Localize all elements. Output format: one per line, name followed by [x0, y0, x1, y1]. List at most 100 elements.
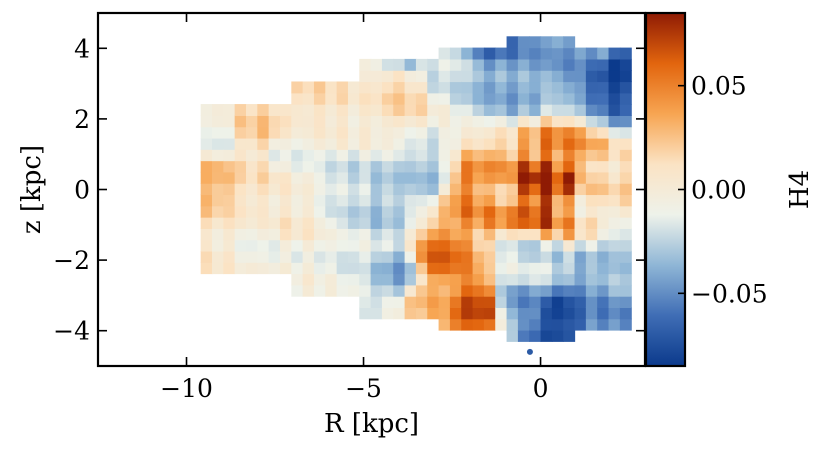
map-bin	[336, 228, 349, 241]
map-bin	[347, 217, 360, 229]
map-bin	[427, 81, 440, 94]
map-bin	[370, 70, 383, 83]
map-bin	[404, 217, 417, 229]
map-bin	[585, 205, 598, 218]
map-bin	[540, 81, 553, 94]
map-bin	[619, 318, 632, 331]
map-bin	[381, 273, 394, 286]
map-bin	[336, 92, 349, 105]
map-bin	[268, 194, 281, 207]
map-bin	[563, 239, 576, 252]
map-bin	[472, 194, 485, 207]
map-bin	[461, 273, 474, 286]
map-bin	[597, 160, 610, 173]
map-bin	[404, 239, 417, 252]
map-bin	[472, 81, 485, 94]
map-bin	[325, 239, 338, 252]
map-bin	[472, 205, 485, 218]
map-bin	[268, 217, 281, 229]
map-bin	[291, 115, 304, 128]
map-bin	[563, 171, 576, 184]
map-bin	[540, 115, 553, 128]
map-bin	[359, 149, 372, 162]
map-bin	[585, 250, 598, 263]
map-bin	[449, 137, 462, 150]
map-bin	[574, 228, 587, 241]
map-bin	[461, 217, 474, 229]
map-bin	[517, 104, 530, 116]
map-bin	[268, 228, 281, 241]
map-bin	[347, 115, 360, 128]
map-bin	[517, 58, 530, 71]
map-bin	[585, 284, 598, 297]
map-bin	[483, 70, 496, 83]
map-bin	[483, 104, 496, 116]
map-bin	[597, 171, 610, 184]
map-bin	[585, 137, 598, 150]
map-bin	[563, 262, 576, 275]
map-bin	[517, 228, 530, 241]
map-bin	[597, 149, 610, 162]
map-bin	[551, 92, 564, 105]
map-bin	[529, 137, 542, 150]
map-bin	[551, 262, 564, 275]
map-bin	[359, 171, 372, 184]
map-bin	[268, 239, 281, 252]
map-bin	[212, 115, 224, 128]
map-bin	[415, 115, 428, 128]
map-bin	[619, 92, 632, 105]
map-bin	[291, 284, 304, 297]
map-bin	[302, 194, 315, 207]
map-bin	[461, 262, 474, 275]
map-bin	[279, 149, 292, 162]
map-bin	[427, 171, 440, 184]
map-bin	[381, 250, 394, 263]
map-bin	[563, 205, 576, 218]
map-bin	[291, 149, 304, 162]
map-bin	[563, 318, 576, 331]
map-bin	[313, 183, 326, 196]
map-bin	[302, 228, 315, 241]
map-bin	[472, 47, 485, 60]
map-bin	[551, 228, 564, 241]
map-bin	[608, 115, 621, 128]
map-bin	[415, 160, 428, 173]
map-bin	[506, 296, 519, 309]
map-bin	[359, 239, 372, 252]
map-bin	[574, 171, 587, 184]
map-bin	[540, 329, 553, 342]
map-bin	[279, 171, 292, 184]
map-bin	[370, 149, 383, 162]
map-bin	[313, 171, 326, 184]
map-bin	[540, 70, 553, 83]
map-bin	[506, 104, 519, 116]
map-bin	[597, 296, 610, 309]
map-bin	[415, 92, 428, 105]
map-bin	[472, 160, 485, 173]
map-bin	[540, 250, 553, 263]
map-bin	[574, 47, 587, 60]
map-bin	[415, 183, 428, 196]
map-bin	[608, 228, 621, 241]
map-bin	[347, 126, 360, 139]
map-bin	[381, 92, 394, 105]
map-bin	[495, 307, 508, 320]
map-bin	[370, 262, 383, 275]
map-bin	[393, 149, 406, 162]
map-bin	[529, 104, 542, 116]
map-bin	[551, 250, 564, 263]
map-bin	[517, 137, 530, 150]
map-bin	[472, 228, 485, 241]
map-bin	[608, 296, 621, 309]
x-tick-label: −10	[160, 374, 213, 403]
map-bin	[325, 171, 338, 184]
map-bin	[200, 228, 213, 241]
map-bin	[449, 47, 462, 60]
map-bin	[223, 160, 236, 173]
map-bin	[551, 70, 564, 83]
map-bin	[495, 250, 508, 263]
map-bin	[245, 228, 258, 241]
map-bin	[495, 205, 508, 218]
map-bin	[483, 92, 496, 105]
x-tick-label: 0	[533, 374, 549, 403]
